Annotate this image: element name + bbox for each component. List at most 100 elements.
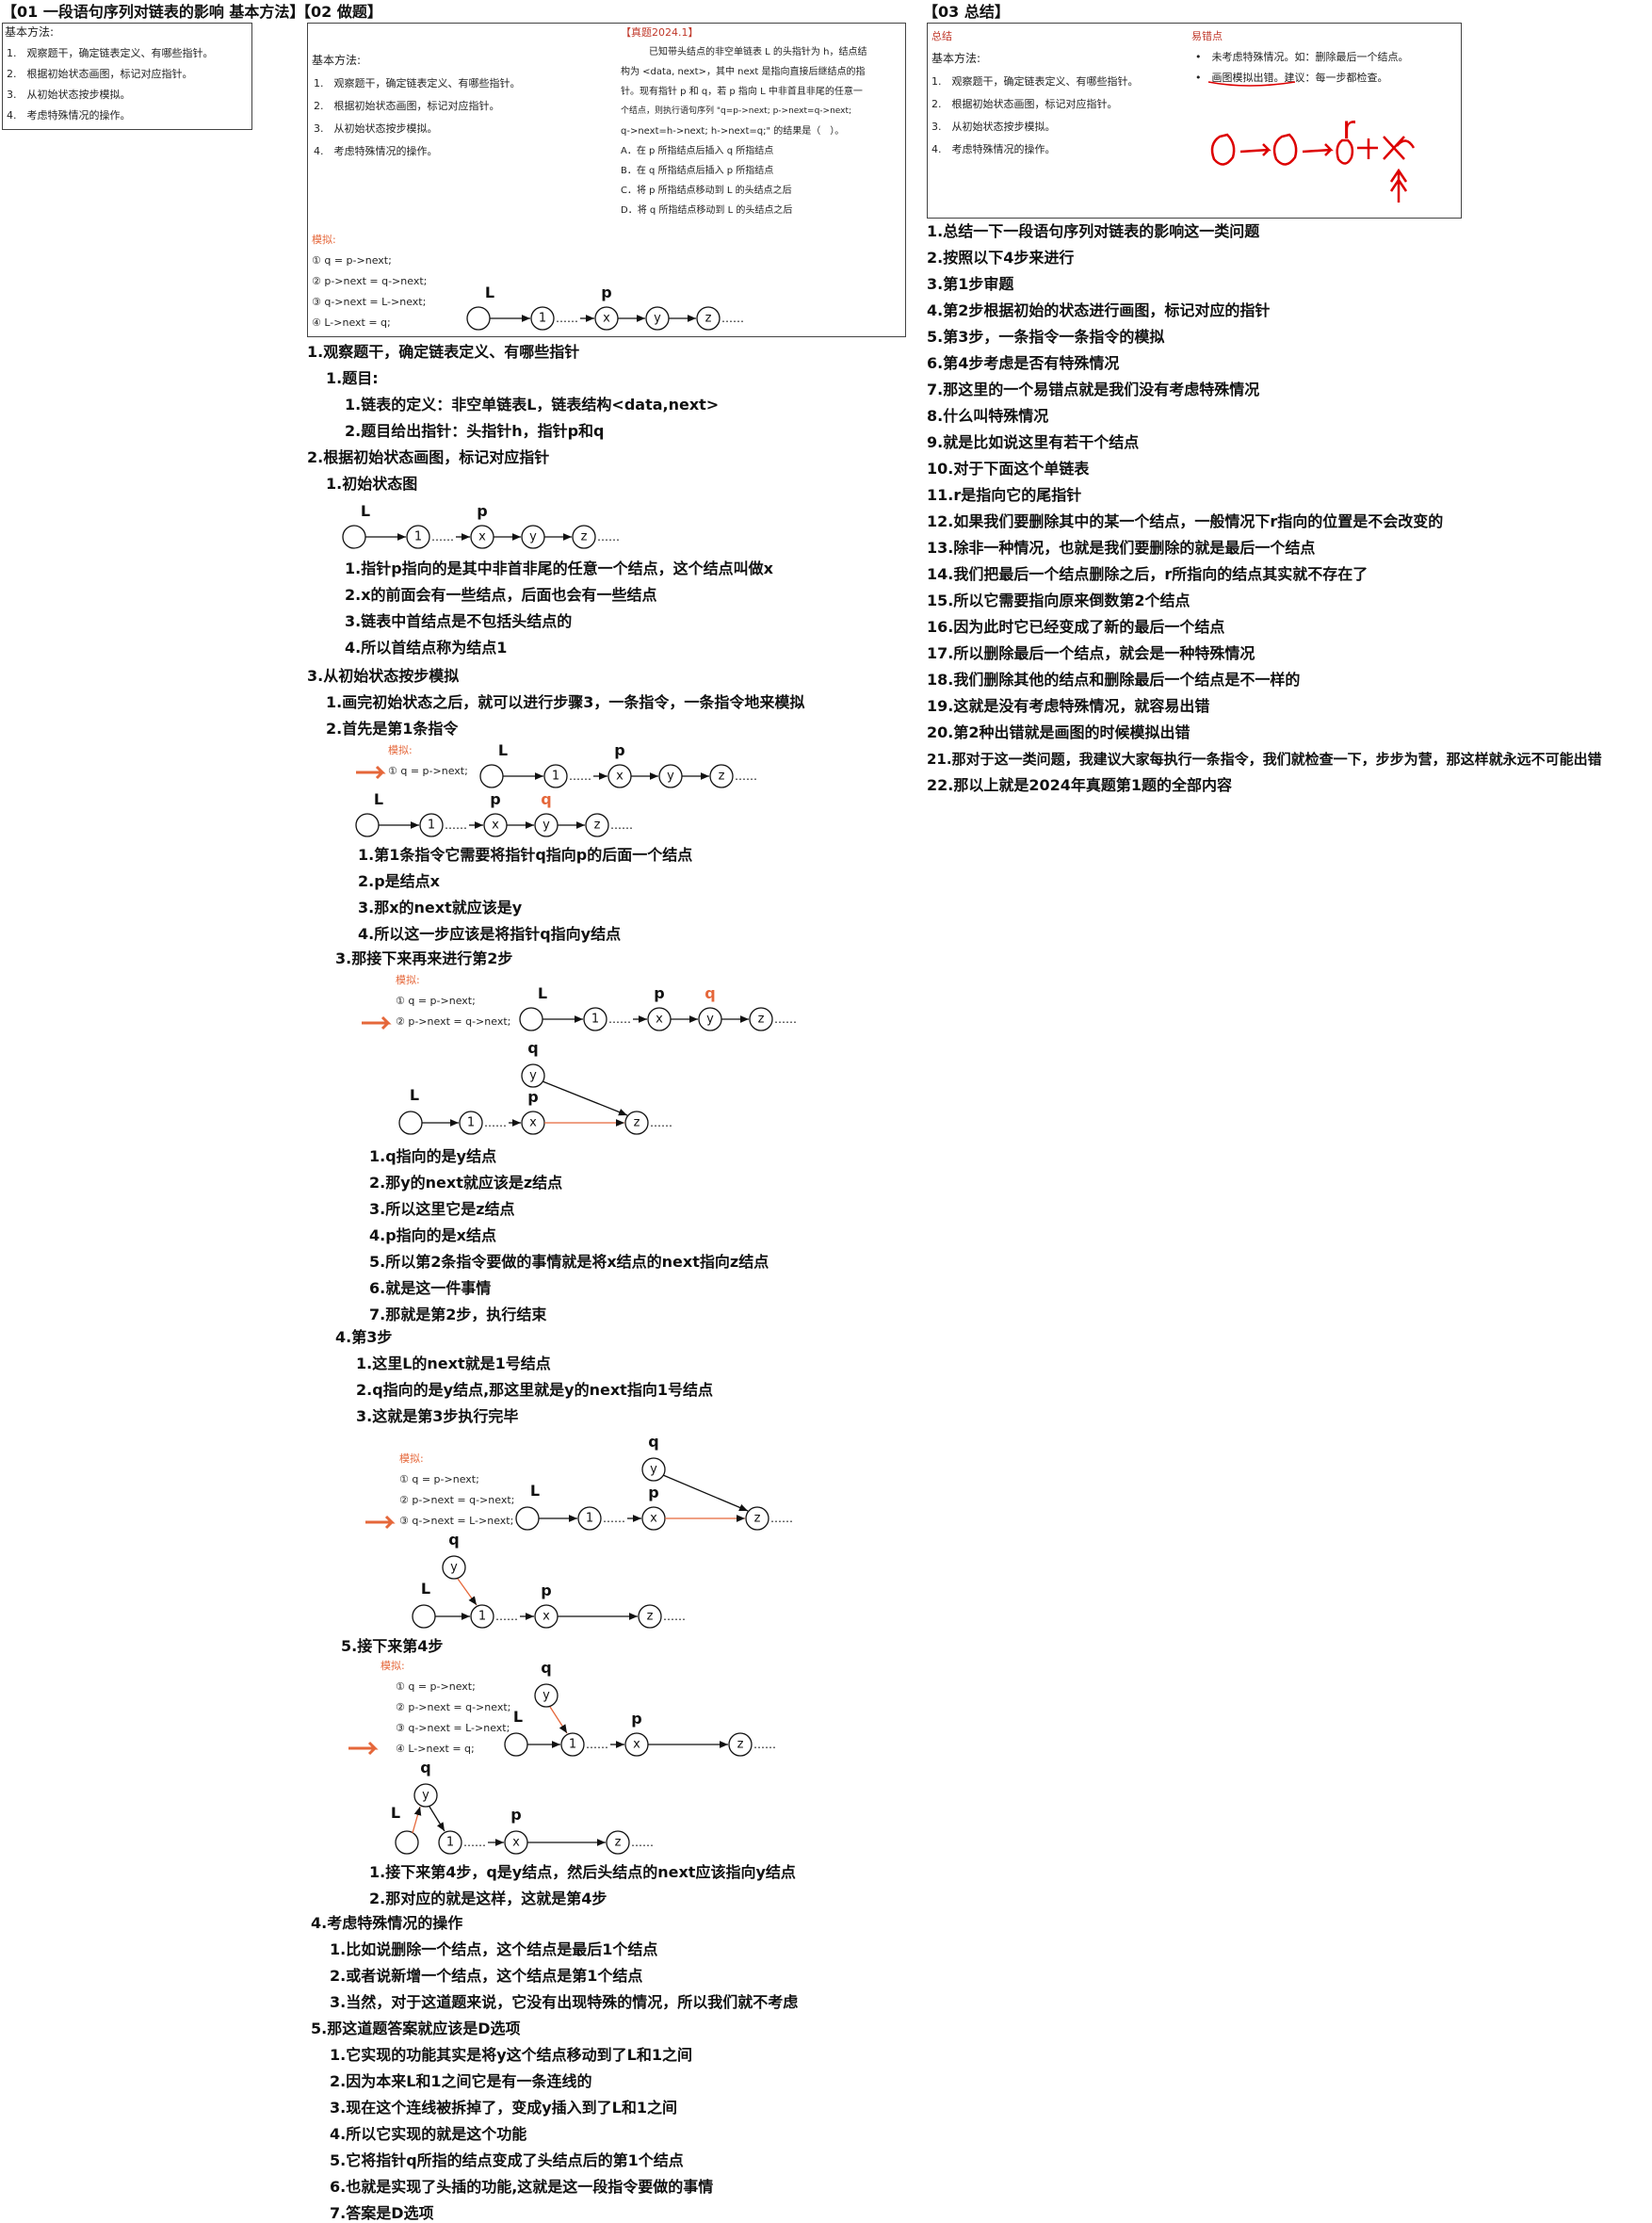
- col2-box-step-3: 3. 从初始状态按步模拟。: [314, 122, 438, 135]
- node-y: [521, 525, 545, 549]
- pointer-label-p: p: [614, 741, 624, 759]
- note-line: 3.当然，对于这道题来说，它没有出现特殊的情况，所以我们就不考虑: [330, 1993, 799, 2011]
- handwritten-annotation: r: [1207, 81, 1416, 203]
- pointer-label-p: p: [510, 1806, 521, 1824]
- note-line: 10.对于下面这个单链表: [927, 460, 1090, 478]
- node-z-label: z: [719, 770, 725, 784]
- current-step-arrow: [365, 1515, 396, 1530]
- node-y: [698, 1007, 722, 1031]
- col3-box-step-3: 3. 从初始状态按步模拟。: [931, 121, 1056, 133]
- pointer-label-L: L: [410, 1086, 419, 1104]
- col2-header: 【02 做题】: [296, 3, 382, 21]
- link-line: [549, 1706, 568, 1734]
- note-line: 2.因为本来L和1之间它是有一条连线的: [330, 2072, 592, 2090]
- sim-title: 模拟:: [396, 973, 420, 986]
- node-y-label: y: [529, 1069, 537, 1083]
- hand-r-label: r: [1342, 109, 1355, 147]
- col2-box-sim-3: ③ q->next = L->next;: [312, 296, 427, 308]
- node-1-label: 1: [446, 1836, 454, 1850]
- note-line: 1.第1条指令它需要将指针q指向p的后面一个结点: [358, 846, 693, 864]
- note-line: 14.我们把最后一个结点删除之后，r所指向的结点其实就不存在了: [927, 565, 1369, 583]
- col3-summary-label: 总结: [931, 30, 952, 42]
- ellipsis: ……: [770, 1512, 793, 1525]
- note-line: 20.第2种出错就是画图的时候模拟出错: [927, 723, 1190, 741]
- node-x-label: x: [656, 1013, 663, 1027]
- node-z: [749, 1007, 773, 1031]
- node-z-label: z: [758, 1013, 765, 1027]
- sim-cmd-1: ① q = p->next;: [399, 1473, 479, 1485]
- col3-box-step-1: 1. 观察题干，确定链表定义、有哪些指针。: [931, 75, 1139, 88]
- node-x-label: x: [633, 1738, 640, 1752]
- node-1: [543, 764, 568, 788]
- q-option-b: B．在 q 所指结点后插入 p 所指结点: [621, 166, 774, 176]
- node-y: [442, 1555, 466, 1580]
- ellipsis: ……: [569, 770, 591, 783]
- q-line-5: q->next=h->next; h->next=q;" 的结果是（ ）。: [621, 126, 845, 137]
- head-node: [504, 1732, 528, 1757]
- col2-box-sim-title: 模拟:: [312, 234, 336, 246]
- note-line: 1.题目:: [326, 369, 379, 387]
- sim-cmd-1: ① q = p->next;: [396, 995, 476, 1007]
- note-line: 1.这里L的next就是1号结点: [356, 1355, 551, 1372]
- col2-box-left-title: 基本方法:: [312, 54, 362, 67]
- node-1: [419, 813, 444, 837]
- pointer-label-L: L: [530, 1482, 540, 1500]
- ellipsis: ……: [735, 770, 757, 783]
- note-line: 2.q指向的是y结点,那这里就是y的next指向1号结点: [356, 1381, 713, 1399]
- pointer-label-p: p: [477, 502, 487, 520]
- note-line: 2.p是结点x: [358, 872, 440, 890]
- node-z-label: z: [581, 530, 588, 544]
- sim-cmd-2: ② p->next = q->next;: [396, 1701, 510, 1713]
- node-1-label: 1: [414, 530, 422, 544]
- col3-mistakes-label: 易错点: [1191, 30, 1223, 42]
- note-line: 11.r是指向它的尾指针: [927, 486, 1082, 504]
- note-line: 6.第4步考虑是否有特殊情况: [927, 354, 1120, 372]
- pointer-label-L: L: [538, 984, 547, 1002]
- note-line: 2.按照以下4步来进行: [927, 249, 1075, 267]
- node-y-label: y: [706, 1013, 714, 1027]
- node-x-label: x: [650, 1512, 657, 1526]
- pointer-label-L: L: [391, 1804, 400, 1822]
- note-line: 4.考虑特殊情况的操作: [311, 1914, 463, 1932]
- note-line: 4.所以首结点称为结点1: [345, 639, 508, 657]
- note-line: 3.所以这里它是z结点: [369, 1200, 515, 1218]
- note-line: 8.什么叫特殊情况: [927, 407, 1049, 425]
- ellipsis: ……: [603, 1512, 625, 1525]
- node-y-label: y: [543, 1689, 550, 1703]
- note-line: 1.它实现的功能其实是将y这个结点移动到了L和1之间: [330, 2046, 692, 2064]
- col3-mistake-1: • 未考虑特殊情况。如：删除最后一个结点。: [1195, 51, 1409, 63]
- note-line: 12.如果我们要删除其中的某一个结点，一般情况下r指向的位置是不会改变的: [927, 512, 1444, 530]
- note-line: 3.那x的next就应该是y: [358, 899, 523, 917]
- ellipsis: ……: [610, 819, 633, 832]
- sim-cmd-3: ③ q->next = L->next;: [396, 1722, 510, 1734]
- node-1-label: 1: [467, 1116, 475, 1130]
- pointer-label-p: p: [541, 1582, 551, 1599]
- note-line: 1.画完初始状态之后，就可以进行步骤3，一条指令，一条指令地来模拟: [326, 693, 805, 711]
- q-line-4: 个结点，则执行语句序列 "q=p->next; p->next=q->next;: [621, 106, 852, 116]
- col3-header: 【03 总结】: [923, 3, 1010, 21]
- pointer-label-q: q: [448, 1531, 459, 1549]
- node-x-label: x: [543, 1610, 550, 1624]
- note-line: 3.从初始状态按步模拟: [307, 667, 460, 685]
- node-y-label: y: [667, 770, 674, 784]
- col2-box-step-1: 1. 观察题干，确定链表定义、有哪些指针。: [314, 77, 521, 89]
- note-line: 3.这就是第3步执行完毕: [356, 1407, 519, 1425]
- node-z: [709, 764, 734, 788]
- note-line: 19.这就是没有考虑特殊情况，就容易出错: [927, 697, 1210, 715]
- node-1-label: 1: [591, 1013, 599, 1027]
- col2-question-box: 基本方法: 1. 观察题干，确定链表定义、有哪些指针。 2. 根据初始状态画图，…: [307, 23, 906, 337]
- node-1: [560, 1732, 585, 1757]
- note-line: 2.那对应的就是这样，这就是第4步: [369, 1890, 607, 1907]
- head-node: [479, 764, 504, 788]
- node-x: [521, 1111, 545, 1135]
- note-line: 5.接下来第4步: [341, 1637, 444, 1655]
- pointer-label-p: p: [654, 984, 664, 1002]
- col3-box-step-4: 4. 考虑特殊情况的操作。: [931, 143, 1056, 155]
- node-1: [438, 1830, 462, 1855]
- note-line: 5.所以第2条指令要做的事情就是将x结点的next指向z结点: [369, 1253, 769, 1271]
- col3-mistake-2: • 画图模拟出错。建议：每一步都检查。: [1195, 72, 1388, 84]
- node-z-label: z: [634, 1116, 640, 1130]
- note-line: 7.答案是D选项: [330, 2204, 434, 2222]
- q-line-3: 针。现有指针 p 和 q，若 p 指向 L 中非首且非尾的任意一: [621, 87, 863, 97]
- current-step-arrow: [348, 1741, 379, 1756]
